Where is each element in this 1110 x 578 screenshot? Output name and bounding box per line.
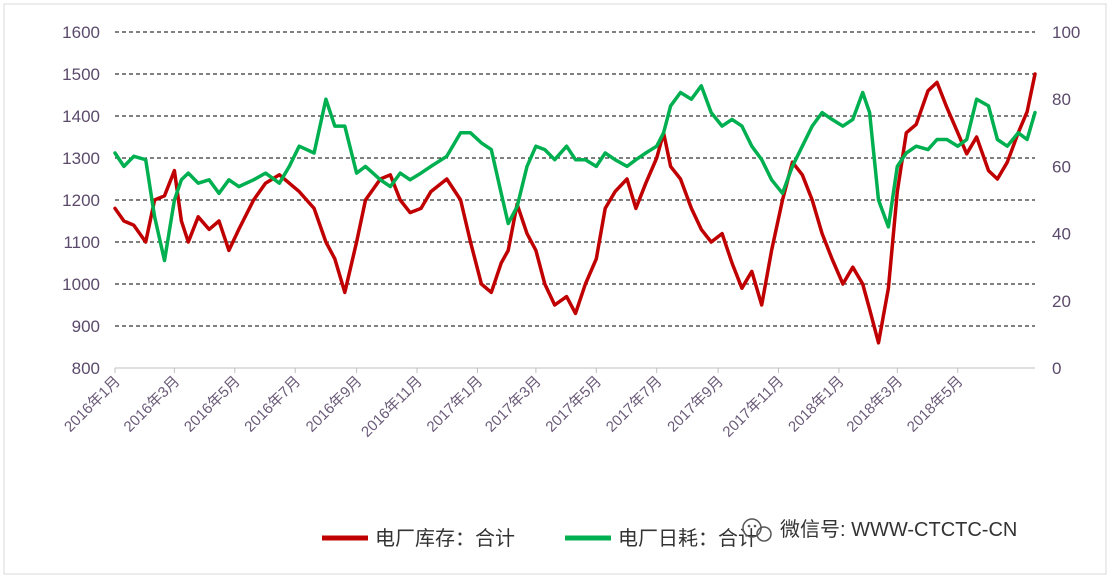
chart-frame [3,3,1107,575]
y-right-tick-label: 40 [1052,225,1071,244]
y-left-tick-label: 1600 [62,23,100,42]
y-left-tick-label: 1100 [63,233,100,252]
x-tick-label: 2016年7月 [241,373,304,436]
legend-label-series-1: 电厂库存：合计 [375,527,515,550]
y-left-tick-label: 800 [72,359,100,378]
x-tick-label: 2017年1月 [424,373,487,436]
y-left-tick-label: 1500 [62,65,100,84]
x-tick-label: 2018年1月 [785,373,848,436]
y-axis-left: 800 900 1000 1100 1200 1300 1400 1500 1600 [62,23,100,378]
y-right-tick-label: 20 [1052,292,1071,311]
y-left-tick-label: 1300 [62,149,100,168]
y-left-tick-label: 1400 [62,107,100,126]
series-line-2 [113,84,1037,263]
x-tick-label: 2016年11月 [358,373,426,441]
x-tick-label: 2017年3月 [482,373,545,436]
legend-label-series-2: 电厂日耗：合计 [618,527,758,550]
y-right-tick-label: 80 [1052,90,1071,109]
watermark-text: 微信号: WWW-CTCTC-CN [780,518,1017,541]
y-axis-right: 0 20 40 60 80 100 [1052,23,1080,378]
watermark: 微信号: WWW-CTCTC-CN [742,518,1017,542]
y-left-tick-label: 900 [72,317,100,336]
x-tick-label: 2017年9月 [664,373,727,436]
legend: 电厂库存：合计 电厂日耗：合计 [322,527,758,550]
series-layer [113,72,1037,345]
x-tick-label: 2016年3月 [121,373,184,436]
x-tick-label: 2017年11月 [719,373,787,441]
x-tick-label: 2016年9月 [303,373,366,436]
wechat-icon [742,518,772,542]
x-axis: 2016年1月2016年3月2016年5月2016年7月2016年9月2016年… [61,368,967,441]
y-right-tick-label: 60 [1052,157,1071,176]
x-tick-label: 2018年5月 [904,373,967,436]
x-tick-label: 2018年3月 [843,373,906,436]
series-line-1 [113,72,1037,345]
y-right-tick-label: 0 [1052,359,1061,378]
x-tick-label: 2016年5月 [181,373,244,436]
y-right-tick-label: 100 [1052,23,1080,42]
y-left-tick-label: 1000 [62,275,100,294]
y-left-tick-label: 1200 [62,191,100,210]
x-tick-label: 2017年5月 [542,373,605,436]
x-tick-label: 2016年1月 [61,373,124,436]
x-tick-label: 2017年7月 [603,373,666,436]
